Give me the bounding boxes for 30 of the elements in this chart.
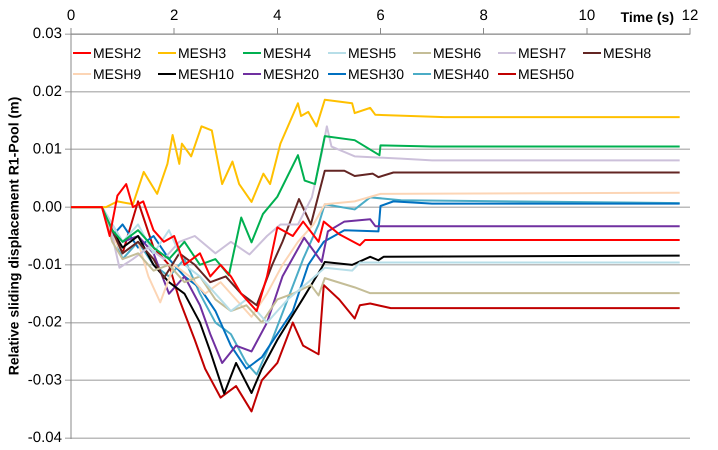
legend-label: MESH8 [602,44,652,60]
x-tick-label: 0 [66,7,76,24]
legend-label: MESH40 [432,66,490,82]
legend-label: MESH9 [92,66,142,82]
legend-label: MESH3 [178,44,226,60]
legend-label: MESH2 [92,44,142,60]
legend-label: MESH4 [262,44,312,60]
legend-label: MESH7 [518,44,566,60]
x-tick-label: 2 [170,7,178,24]
y-tick-label: -0.01 [28,256,62,273]
y-tick-label: 0.00 [32,198,62,216]
y-tick-label: -0.02 [28,314,62,331]
x-axis-title: Time (s) [620,8,674,25]
legend-label: MESH5 [348,44,396,60]
legend-label: MESH6 [432,44,482,60]
y-tick-label: 0.02 [32,82,62,100]
legend-label: MESH50 [518,66,574,82]
x-tick-label: 8 [479,7,488,24]
y-tick-label: -0.03 [28,371,62,388]
x-tick-label: 10 [578,7,596,24]
y-tick-label: -0.04 [28,429,62,446]
legend-label: MESH20 [262,66,320,82]
y-tick-label: 0.03 [32,25,62,42]
x-tick-label: 6 [376,7,385,24]
y-axis-title: Relative sliding displacement R1-Pool (m) [5,96,22,376]
y-tick-label: 0.01 [32,140,62,158]
x-tick-label: 12 [682,7,698,24]
x-tick-label: 4 [273,7,282,24]
legend-label: MESH30 [348,66,404,82]
legend-label: MESH10 [178,66,234,82]
